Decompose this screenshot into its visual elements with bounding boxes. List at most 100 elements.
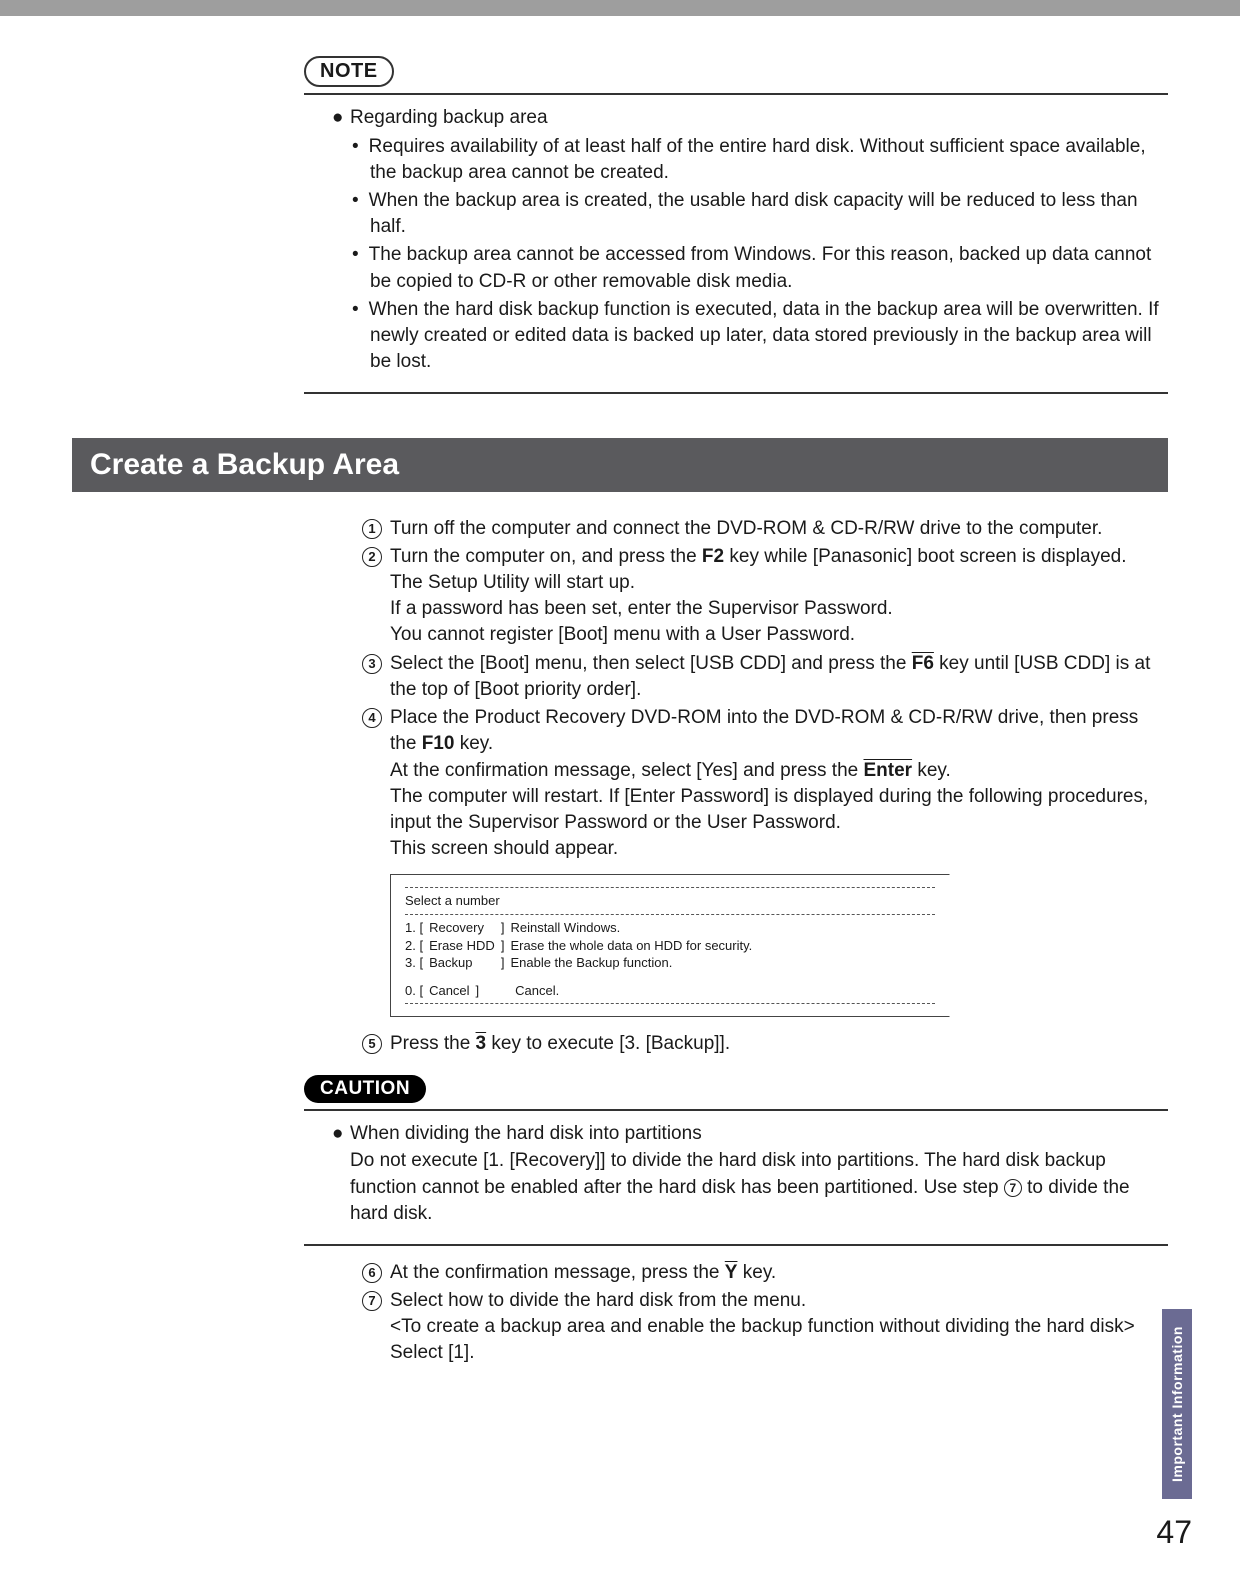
step-number-icon: 6	[362, 1263, 382, 1283]
step-number-icon: 1	[362, 519, 382, 539]
step-2-line-d: If a password has been set, enter the Su…	[390, 596, 1168, 622]
screen-menu-box: Select a number 1. [ Recovery ] Reinstal…	[390, 874, 950, 1017]
step-7-line-c: Select [1].	[390, 1340, 1168, 1366]
screen-dash	[405, 1003, 935, 1004]
screen-cell: ]	[501, 937, 511, 955]
screen-cell: Recovery	[429, 919, 501, 937]
screen-row: 1. [ Recovery ] Reinstall Windows.	[405, 919, 758, 937]
note-rule-top	[304, 93, 1168, 95]
steps-list-2: 6 At the confirmation message, press the…	[362, 1260, 1168, 1367]
step-2-body: Turn the computer on, and press the F2 k…	[390, 544, 1168, 649]
top-gray-bar	[0, 0, 1240, 16]
step-number-icon: 5	[362, 1034, 382, 1054]
step-7: 7 Select how to divide the hard disk fro…	[362, 1288, 1168, 1367]
caution-label: CAUTION	[304, 1075, 426, 1103]
caution-body-a: Do not execute [1. [Recovery]] to divide…	[350, 1150, 1106, 1198]
screen-row: 2. [ Erase HDD ] Erase the whole data on…	[405, 937, 758, 955]
key-enter: Enter	[864, 760, 913, 781]
step-6: 6 At the confirmation message, press the…	[362, 1260, 1168, 1286]
note-sub-item: Requires availability of at least half o…	[352, 134, 1168, 186]
screen-cell: 0. [	[405, 982, 429, 1000]
screen-cell: Reinstall Windows.	[510, 919, 758, 937]
step-1: 1 Turn off the computer and connect the …	[362, 516, 1168, 542]
key-f2: F2	[702, 546, 724, 567]
content-area: NOTE ●Regarding backup area Requires ava…	[0, 16, 1240, 1367]
step-3-body: Select the [Boot] menu, then select [USB…	[390, 651, 1168, 703]
screen-cell: 2. [	[405, 937, 429, 955]
note-main-bullet: ●Regarding backup area	[332, 105, 1168, 132]
note-main-text: Regarding backup area	[350, 107, 548, 128]
step-4-text-b: key.	[454, 733, 493, 754]
step-4-body: Place the Product Recovery DVD-ROM into …	[390, 705, 1168, 1029]
caution-body: ● When dividing the hard disk into parti…	[332, 1121, 1168, 1227]
screen-cell: 3. [	[405, 954, 429, 972]
step-6-text-b: key.	[737, 1262, 776, 1283]
screen-cancel-row: 0. [ Cancel ] Cancel.	[405, 982, 565, 1000]
note-sub-item: When the backup area is created, the usa…	[352, 188, 1168, 240]
screen-cell: ]	[501, 954, 511, 972]
step-5-text-a: Press the	[390, 1033, 476, 1054]
step-4-line-d: The computer will restart. If [Enter Pas…	[390, 784, 1168, 836]
screen-cell: 1. [	[405, 919, 429, 937]
step-4-line-e: This screen should appear.	[390, 836, 1168, 862]
page-number: 47	[1156, 1514, 1192, 1551]
note-sub-list: Requires availability of at least half o…	[352, 134, 1168, 376]
screen-header: Select a number	[405, 892, 935, 910]
step-number-icon: 4	[362, 708, 382, 728]
key-y: Y	[725, 1262, 738, 1283]
screen-cell: ]	[501, 919, 511, 937]
step-4-text-a: Place the Product Recovery DVD-ROM into …	[390, 707, 1138, 754]
key-f6: F6	[912, 653, 934, 674]
key-3: 3	[476, 1033, 487, 1054]
screen-cell: Cancel.	[515, 982, 565, 1000]
step-2: 2 Turn the computer on, and press the F2…	[362, 544, 1168, 649]
step-7-line-a: Select how to divide the hard disk from …	[390, 1288, 1168, 1314]
step-2-line-e: You cannot register [Boot] menu with a U…	[390, 622, 1168, 648]
step-7-line-b: <To create a backup area and enable the …	[390, 1314, 1168, 1340]
step-5: 5 Press the 3 key to execute [3. [Backup…	[362, 1031, 1168, 1057]
note-block: NOTE ●Regarding backup area Requires ava…	[304, 56, 1168, 394]
step-2-text-b: key while [Panasonic] boot screen is dis…	[724, 546, 1126, 567]
screen-row: 3. [ Backup ] Enable the Backup function…	[405, 954, 758, 972]
screen-cell: Erase the whole data on HDD for security…	[510, 937, 758, 955]
step-3-text-a: Select the [Boot] menu, then select [USB…	[390, 653, 912, 674]
screen-cell: Backup	[429, 954, 501, 972]
step-1-body: Turn off the computer and connect the DV…	[390, 516, 1168, 542]
inline-step-ref: 7	[1004, 1179, 1022, 1197]
caution-rule-bottom	[304, 1244, 1168, 1246]
step-7-body: Select how to divide the hard disk from …	[390, 1288, 1168, 1367]
bullet-dot-icon: ●	[332, 105, 350, 132]
caution-lead: When dividing the hard disk into partiti…	[350, 1123, 702, 1144]
step-2-line-c: The Setup Utility will start up.	[390, 570, 1168, 596]
caution-rule-top	[304, 1109, 1168, 1111]
screen-dash	[405, 887, 935, 888]
screen-cell: Erase HDD	[429, 937, 501, 955]
step-5-body: Press the 3 key to execute [3. [Backup]]…	[390, 1031, 1168, 1057]
step-4: 4 Place the Product Recovery DVD-ROM int…	[362, 705, 1168, 1029]
step-4c-b: key.	[912, 760, 951, 781]
step-6-body: At the confirmation message, press the Y…	[390, 1260, 1168, 1286]
step-number-icon: 2	[362, 547, 382, 567]
caution-block: CAUTION ● When dividing the hard disk in…	[304, 1075, 1168, 1245]
section-title-bar: Create a Backup Area	[72, 438, 1168, 492]
note-sub-item: When the hard disk backup function is ex…	[352, 297, 1168, 376]
steps-list: 1 Turn off the computer and connect the …	[362, 516, 1168, 1058]
side-tab: Important Information	[1162, 1309, 1192, 1499]
screen-cell: ]	[476, 982, 516, 1000]
note-label: NOTE	[304, 56, 394, 87]
screen-menu-table: 1. [ Recovery ] Reinstall Windows. 2. [ …	[405, 919, 758, 972]
step-2-text-a: Turn the computer on, and press the	[390, 546, 702, 567]
page: NOTE ●Regarding backup area Requires ava…	[0, 0, 1240, 1579]
screen-dash	[405, 914, 935, 915]
step-number-icon: 7	[362, 1291, 382, 1311]
step-number-icon: 3	[362, 654, 382, 674]
note-sub-item: The backup area cannot be accessed from …	[352, 242, 1168, 294]
step-4-line-c: At the confirmation message, select [Yes…	[390, 758, 1168, 784]
caution-text-wrap: When dividing the hard disk into partiti…	[350, 1121, 1164, 1227]
note-rule-bottom	[304, 392, 1168, 394]
step-6-text-a: At the confirmation message, press the	[390, 1262, 725, 1283]
bullet-dot-icon: ●	[332, 1121, 350, 1148]
step-5-text-b: key to execute [3. [Backup]].	[486, 1033, 730, 1054]
key-f10: F10	[422, 733, 455, 754]
screen-cell: Cancel	[429, 982, 475, 1000]
